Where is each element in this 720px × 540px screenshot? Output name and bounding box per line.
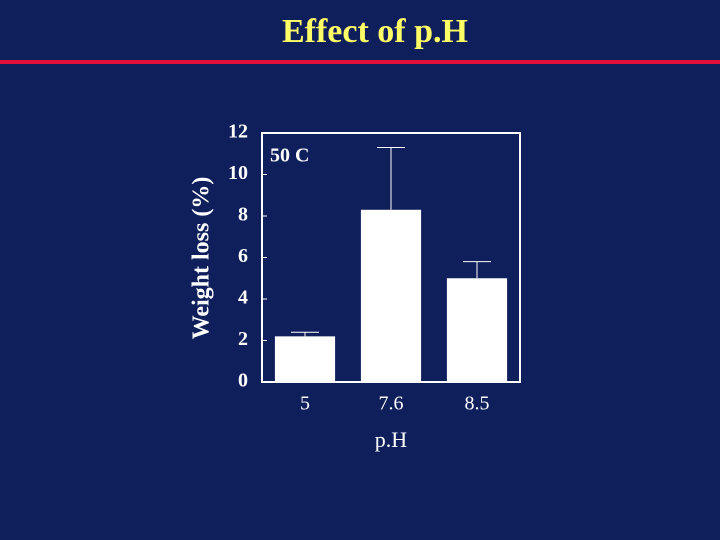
y-tick-label: 6 bbox=[238, 245, 248, 267]
x-tick-label: 8.5 bbox=[465, 393, 490, 415]
y-tick-label: 10 bbox=[228, 162, 248, 184]
y-tick-label: 8 bbox=[238, 204, 248, 226]
bar bbox=[274, 336, 336, 382]
y-tick-label: 4 bbox=[238, 287, 248, 309]
bar bbox=[446, 278, 508, 382]
y-tick-label: 0 bbox=[238, 370, 248, 392]
chart-title: Effect of p.H bbox=[282, 13, 468, 50]
annotation: 50 C bbox=[270, 145, 309, 167]
y-tick-label: 12 bbox=[228, 121, 248, 143]
x-tick-label: 7.6 bbox=[379, 393, 404, 415]
bar bbox=[360, 209, 422, 382]
x-axis-label: p.H bbox=[375, 427, 408, 452]
y-axis-label: Weight loss (%) bbox=[189, 177, 215, 340]
x-tick-label: 5 bbox=[300, 393, 310, 415]
y-tick-label: 2 bbox=[238, 328, 248, 350]
